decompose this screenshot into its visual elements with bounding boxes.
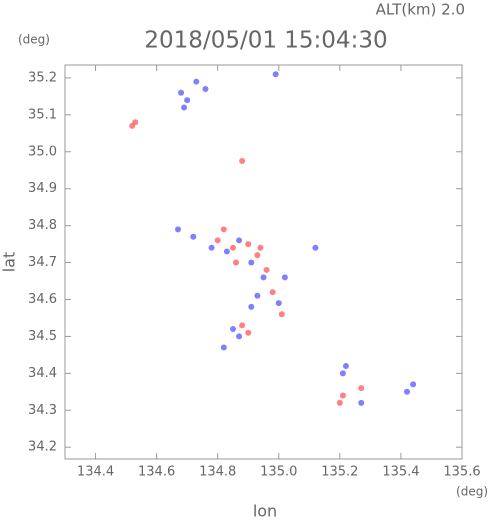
data-point xyxy=(336,399,343,406)
data-point xyxy=(220,344,227,351)
data-point xyxy=(358,385,365,392)
x-tick-label: 134.6 xyxy=(138,465,175,480)
data-point xyxy=(233,259,240,266)
data-point xyxy=(339,370,346,377)
data-point xyxy=(214,237,221,244)
x-tick-label: 134.8 xyxy=(199,465,236,480)
y-tick-label: 34.2 xyxy=(28,440,57,455)
y-tick-label: 34.5 xyxy=(28,329,57,344)
data-point xyxy=(193,78,200,85)
y-tick-label: 34.9 xyxy=(28,181,57,196)
data-point xyxy=(181,104,188,111)
x-tick-label: 135.2 xyxy=(321,465,358,480)
data-point xyxy=(342,362,349,369)
x-tick-label: 135.6 xyxy=(443,465,480,480)
data-point xyxy=(223,248,230,255)
data-point xyxy=(312,244,319,251)
data-point xyxy=(404,388,411,395)
data-point xyxy=(245,329,252,336)
data-point xyxy=(358,399,365,406)
data-point xyxy=(269,289,276,296)
data-point xyxy=(254,292,261,299)
x-unit: (deg) xyxy=(456,485,488,499)
data-point xyxy=(248,303,255,310)
data-point xyxy=(410,381,417,388)
data-point xyxy=(278,311,285,318)
data-point xyxy=(239,322,246,329)
data-point xyxy=(239,158,246,165)
x-tick-label: 135.0 xyxy=(260,465,297,480)
data-point xyxy=(260,274,267,281)
data-point xyxy=(236,237,243,244)
x-tick-label: 135.4 xyxy=(382,465,419,480)
data-point xyxy=(263,266,270,273)
y-axis-label: lat xyxy=(0,252,19,273)
y-tick-label: 34.7 xyxy=(28,255,57,270)
data-point xyxy=(220,226,227,233)
data-point xyxy=(245,241,252,248)
y-tick-label: 34.3 xyxy=(28,403,57,418)
data-point xyxy=(275,300,282,307)
y-tick-label: 35.0 xyxy=(28,144,57,159)
data-point xyxy=(281,274,288,281)
data-point xyxy=(236,333,243,340)
data-point xyxy=(208,244,215,251)
chart-title: 2018/05/01 15:04:30 xyxy=(144,28,387,54)
y-tick-label: 34.4 xyxy=(28,366,57,381)
y-tick-label: 35.1 xyxy=(28,107,57,122)
data-point xyxy=(339,392,346,399)
y-tick-label: 35.2 xyxy=(28,70,57,85)
data-point xyxy=(174,226,181,233)
data-point xyxy=(129,122,136,129)
data-point xyxy=(257,244,264,251)
data-point xyxy=(254,252,261,259)
plot-frame xyxy=(64,64,463,460)
y-tick-label: 34.6 xyxy=(28,292,57,307)
data-point xyxy=(229,244,236,251)
data-point xyxy=(178,89,185,96)
data-point xyxy=(248,259,255,266)
data-point xyxy=(202,86,209,93)
x-tick-label: 134.4 xyxy=(77,465,114,480)
data-point xyxy=(272,71,279,78)
annotation: ALT(km) 2.0 xyxy=(376,1,465,19)
x-axis-label: lon xyxy=(253,502,277,521)
data-point xyxy=(229,326,236,333)
data-point xyxy=(190,233,197,240)
y-unit: (deg) xyxy=(18,33,50,47)
data-point xyxy=(184,97,191,104)
y-tick-label: 34.8 xyxy=(28,218,57,233)
